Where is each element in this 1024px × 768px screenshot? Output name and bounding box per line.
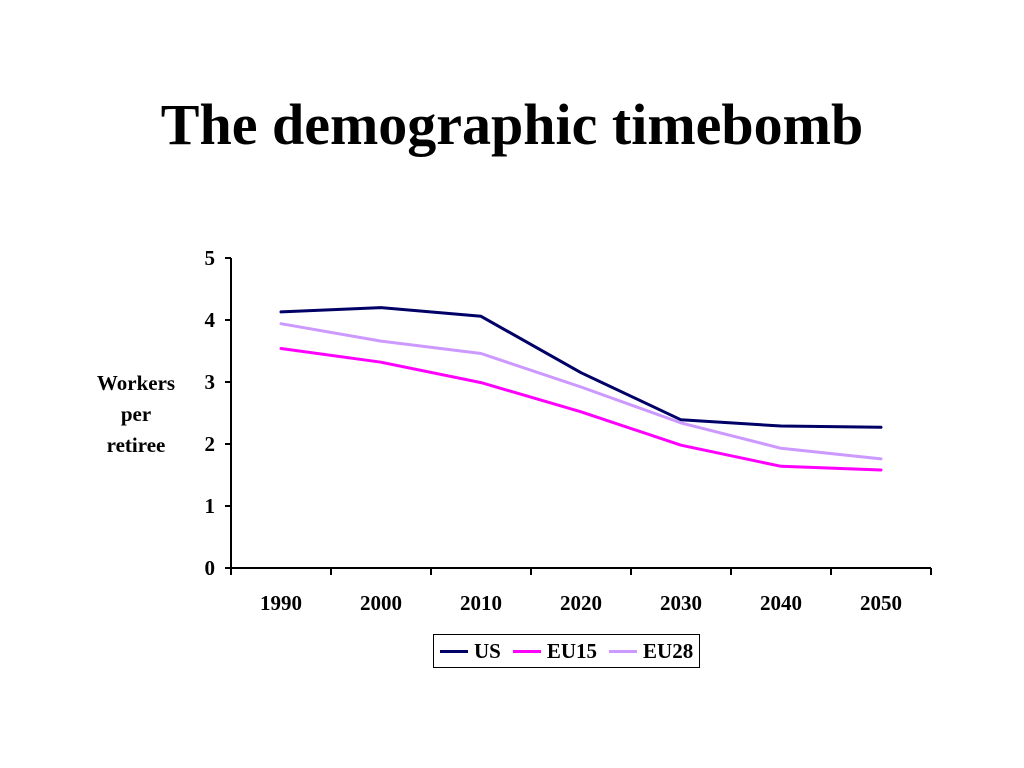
y-tick-label: 0 bbox=[205, 556, 216, 580]
legend-label-eu28: EU28 bbox=[643, 638, 694, 663]
legend-swatch-eu28 bbox=[609, 649, 638, 653]
y-axis-label-line: Workers bbox=[96, 371, 176, 395]
legend-item-eu15: EU15 bbox=[512, 638, 598, 664]
legend-label-eu15: EU15 bbox=[546, 638, 598, 663]
y-tick-label: 4 bbox=[205, 308, 216, 332]
y-axis-label: Workers per retiree bbox=[82, 368, 190, 461]
legend-swatch-eu15 bbox=[512, 649, 541, 653]
x-tick-label: 2020 bbox=[560, 591, 602, 615]
y-tick-label: 1 bbox=[205, 494, 216, 518]
x-tick-label: 2010 bbox=[460, 591, 502, 615]
legend-item-eu28: EU28 bbox=[609, 639, 693, 664]
series-line-eu28 bbox=[279, 322, 883, 461]
x-tick-label: 2050 bbox=[860, 591, 902, 615]
legend-item-us: US bbox=[440, 639, 501, 664]
y-tick-label: 2 bbox=[205, 432, 216, 456]
y-axis-label-line: per bbox=[120, 402, 152, 426]
series-line-eu15 bbox=[279, 347, 883, 472]
x-tick-label: 2000 bbox=[360, 591, 402, 615]
x-tick-label: 2030 bbox=[660, 591, 702, 615]
x-tick-label: 2040 bbox=[760, 591, 802, 615]
y-axis-label-line: retiree bbox=[106, 433, 166, 457]
y-tick-label: 5 bbox=[205, 246, 216, 270]
legend-swatch-us bbox=[440, 649, 468, 653]
y-tick-label: 3 bbox=[205, 370, 216, 394]
chart-legend: US EU15 EU28 bbox=[433, 634, 701, 668]
x-tick-label: 1990 bbox=[260, 591, 302, 615]
legend-label-us: US bbox=[474, 638, 501, 663]
series-line-us bbox=[279, 306, 883, 429]
slide-title: The demographic timebomb bbox=[160, 92, 864, 157]
